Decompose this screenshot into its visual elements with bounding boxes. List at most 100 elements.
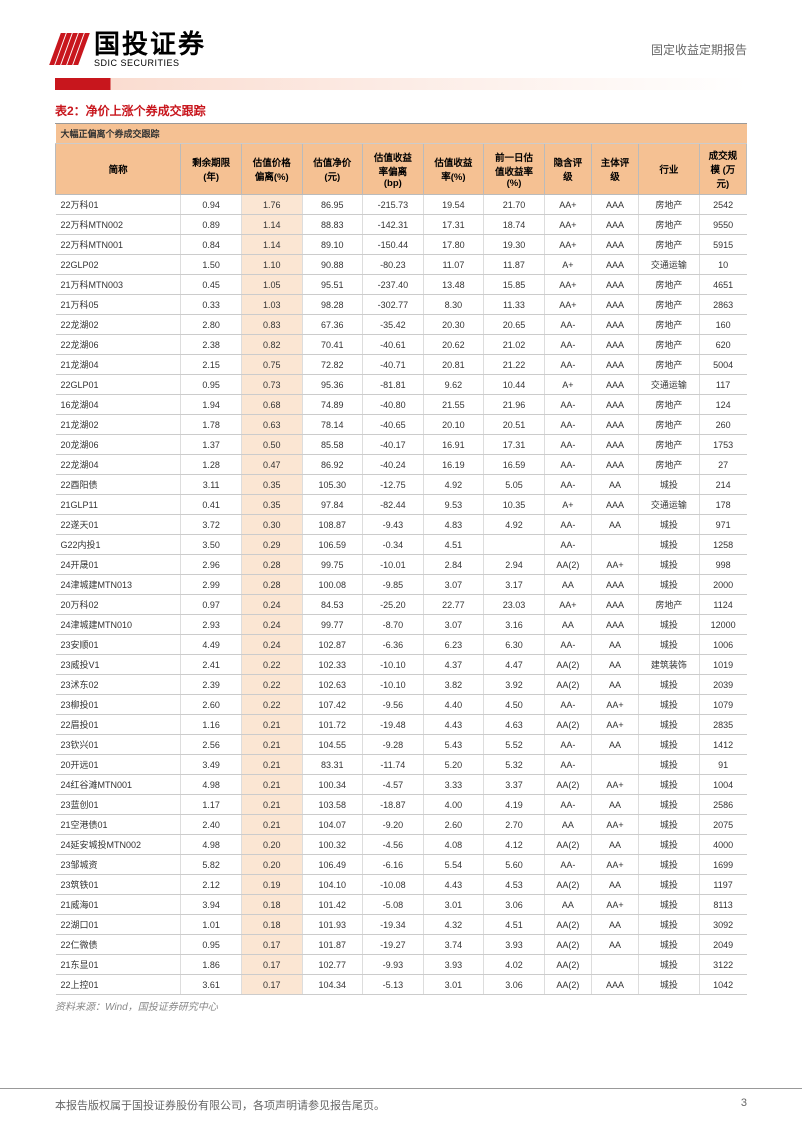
table-cell: 22仁微债 [56,935,181,955]
table-cell: 101.93 [302,915,363,935]
table-cell: AA+ [591,555,638,575]
table-cell: 0.35 [241,495,302,515]
table-row: 22遂天013.720.30108.87-9.434.834.92AA-AA城投… [56,515,747,535]
table-cell: AA [591,835,638,855]
table-row: 22GLP010.950.7395.36-81.819.6210.44A+AAA… [56,375,747,395]
table-cell: -40.65 [363,415,424,435]
table-cell: -9.43 [363,515,424,535]
table-cell: 6.23 [423,635,484,655]
table-cell: 2.41 [181,655,242,675]
table-cell: 0.83 [241,315,302,335]
table-cell: 房地产 [639,335,700,355]
table-cell: 1.78 [181,415,242,435]
column-header: 估值净价(元) [302,144,363,195]
table-cell: -9.28 [363,735,424,755]
table-cell: 22GLP02 [56,255,181,275]
table-cell: 104.55 [302,735,363,755]
table-cell: 95.51 [302,275,363,295]
table-cell: 城投 [639,855,700,875]
table-row: 21GLP110.410.3597.84-82.449.5310.35A+AAA… [56,495,747,515]
table-cell: 4.83 [423,515,484,535]
table-cell: A+ [544,375,591,395]
table-cell: AAA [591,495,638,515]
table-cell: 3.11 [181,475,242,495]
table-cell [591,955,638,975]
table-cell: 22湖口01 [56,915,181,935]
table-cell: 18.74 [484,215,545,235]
table-row: 21龙湖042.150.7572.82-40.7120.8121.22AA-AA… [56,355,747,375]
table-cell: 84.53 [302,595,363,615]
table-cell: AA- [544,415,591,435]
table-cell: AA- [544,335,591,355]
table-cell: AA- [544,735,591,755]
table-cell: AA [591,655,638,675]
table-cell: -8.70 [363,615,424,635]
table-cell: 2.93 [181,615,242,635]
table-cell: 2835 [699,715,746,735]
table-cell: 21东显01 [56,955,181,975]
table-cell: AA+ [544,275,591,295]
column-header: 隐含评级 [544,144,591,195]
table-cell: AA- [544,395,591,415]
table-row: 24红谷滩MTN0014.980.21100.34-4.573.333.37AA… [56,775,747,795]
table-cell: 0.19 [241,875,302,895]
table-cell: 4.00 [423,795,484,815]
table-cell: AA [591,795,638,815]
column-header: 剩余期限(年) [181,144,242,195]
table-cell: 4.51 [423,535,484,555]
table-cell: 5.54 [423,855,484,875]
table-cell: AA+ [591,855,638,875]
table-cell: 1.94 [181,395,242,415]
table-cell: -4.57 [363,775,424,795]
table-cell: -10.10 [363,675,424,695]
table-cell: 2.56 [181,735,242,755]
table-cell: 106.59 [302,535,363,555]
table-cell: AA+ [591,775,638,795]
table-cell: 4.92 [423,475,484,495]
table-row: 22龙湖041.280.4786.92-40.2416.1916.59AA-AA… [56,455,747,475]
table-cell: 21.70 [484,195,545,215]
table-row: 22GLP021.501.1090.88-80.2311.0711.87A+AA… [56,255,747,275]
table-cell: 3.82 [423,675,484,695]
table-cell: AA- [544,455,591,475]
table-cell: 22酉阳债 [56,475,181,495]
table-cell: 107.42 [302,695,363,715]
table-cell: 城投 [639,815,700,835]
table-cell: 11.87 [484,255,545,275]
table-cell: 88.83 [302,215,363,235]
copyright-text: 本报告版权属于国投证券股份有限公司，各项声明请参见报告尾页。 [55,1097,385,1113]
table-cell: AA+ [544,235,591,255]
table-cell: AA- [544,635,591,655]
table-cell: AAA [591,315,638,335]
table-cell: 城投 [639,615,700,635]
table-cell: 5004 [699,355,746,375]
table-cell: -40.17 [363,435,424,455]
table-cell: 1.14 [241,215,302,235]
table-row: 22仁微债0.950.17101.87-19.273.743.93AA(2)AA… [56,935,747,955]
table-cell: 22万科01 [56,195,181,215]
table-cell: -19.34 [363,915,424,935]
table-cell: 13.48 [423,275,484,295]
table-cell: 2.38 [181,335,242,355]
table-cell: 0.21 [241,775,302,795]
table-cell: -6.16 [363,855,424,875]
table-cell: 1019 [699,655,746,675]
table-caption: 大幅正偏离个券成交跟踪 [56,124,747,144]
header-divider [55,78,747,90]
table-cell: AA(2) [544,835,591,855]
table-cell: -0.34 [363,535,424,555]
table-cell: 998 [699,555,746,575]
table-cell: AAA [591,215,638,235]
table-cell: 4.98 [181,835,242,855]
table-cell: 22.77 [423,595,484,615]
table-cell: 91 [699,755,746,775]
table-cell: 9.53 [423,495,484,515]
table-cell: 城投 [639,775,700,795]
table-cell: AA [591,675,638,695]
table-cell: 23柳投01 [56,695,181,715]
table-cell: -40.61 [363,335,424,355]
table-cell: 3.92 [484,675,545,695]
main-content: 表2：净价上涨个券成交跟踪 大幅正偏离个券成交跟踪 简称剩余期限(年)估值价格偏… [0,90,802,1016]
table-cell: 3.37 [484,775,545,795]
table-cell: 2.99 [181,575,242,595]
